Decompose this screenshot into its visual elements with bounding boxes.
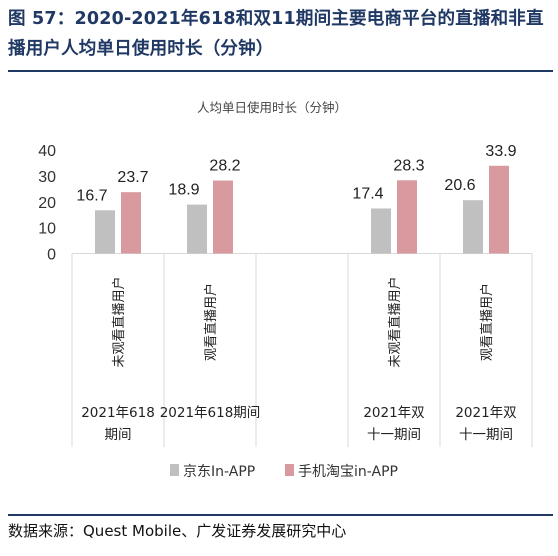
group-label: 2021年618 xyxy=(81,405,155,421)
group-label: 2021年618期间 xyxy=(160,405,261,421)
bar-jd xyxy=(95,210,115,254)
y-tick-label: 0 xyxy=(47,247,56,264)
bar-jd xyxy=(187,204,207,254)
title-divider xyxy=(8,70,553,72)
bar-jd xyxy=(463,200,483,254)
legend: 京东In-APP 手机淘宝in-APP xyxy=(170,464,398,480)
data-label-taobao: 33.9 xyxy=(485,143,516,160)
category-label: 未观看直播用户 xyxy=(387,276,403,367)
y-tick-label: 30 xyxy=(38,169,56,186)
category-labels: 未观看直播用户 观看直播用户 未观看直播用户 观看直播用户 xyxy=(111,276,495,367)
group-label: 期间 xyxy=(105,427,132,443)
legend-swatch-jd xyxy=(170,464,179,476)
legend-swatch-taobao xyxy=(285,464,294,476)
bar-taobao xyxy=(213,180,233,254)
source-note: 数据来源：Quest Mobile、广发证券发展研究中心 xyxy=(8,522,347,540)
bars xyxy=(95,165,509,254)
data-label-taobao: 23.7 xyxy=(117,169,148,186)
category-label: 观看直播用户 xyxy=(203,283,219,361)
data-label-jd: 18.9 xyxy=(168,182,199,199)
group-label: 十一期间 xyxy=(367,427,421,443)
data-label-jd: 17.4 xyxy=(352,185,383,202)
figure-title: 图 57：2020-2021年618和双11期间主要电商平台的直播和非直播用户人… xyxy=(8,9,544,59)
data-label-taobao: 28.2 xyxy=(209,158,240,175)
data-labels: 16.7 18.9 17.4 20.6 23.7 28.2 28.3 33.9 xyxy=(76,143,516,205)
group-label: 2021年双 xyxy=(455,405,516,421)
y-tick-label: 20 xyxy=(38,195,56,212)
y-tick-label: 40 xyxy=(38,143,56,160)
legend-label-taobao: 手机淘宝in-APP xyxy=(298,464,398,480)
bar-taobao xyxy=(489,165,509,254)
data-label-jd: 16.7 xyxy=(76,187,107,204)
y-tick-label: 10 xyxy=(38,221,56,238)
category-label: 观看直播用户 xyxy=(479,283,495,361)
chart-title: 人均单日使用时长（分钟） xyxy=(197,100,347,115)
bar-taobao xyxy=(397,180,417,254)
bar-jd xyxy=(371,208,391,254)
bar-taobao xyxy=(121,192,141,254)
category-dividers xyxy=(71,253,533,447)
y-axis: 0 10 20 30 40 xyxy=(38,143,56,264)
data-label-taobao: 28.3 xyxy=(393,157,424,174)
source-divider xyxy=(8,514,553,516)
category-label: 未观看直播用户 xyxy=(111,276,127,367)
group-label: 2021年双 xyxy=(363,405,424,421)
group-label: 十一期间 xyxy=(459,427,513,443)
data-label-jd: 20.6 xyxy=(444,177,475,194)
legend-label-jd: 京东In-APP xyxy=(183,464,255,480)
